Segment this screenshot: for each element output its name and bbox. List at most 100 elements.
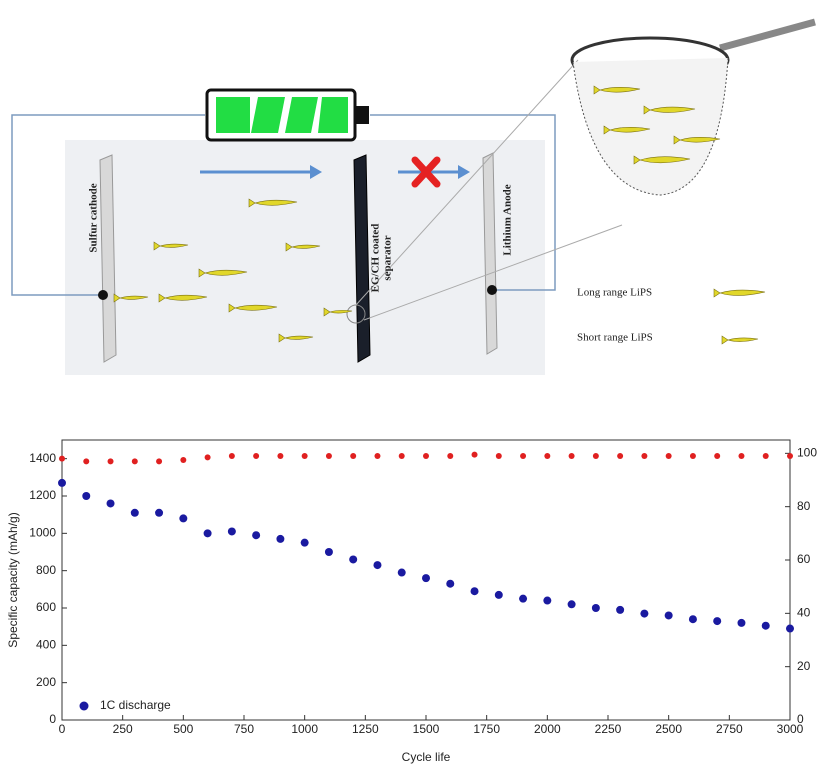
anode-label: Lithium Anode: [502, 184, 514, 255]
y-tick-label: 1200: [29, 488, 56, 502]
fish: [673, 135, 721, 145]
point: [253, 453, 260, 459]
point: [737, 618, 746, 627]
cell-panel: [65, 140, 545, 375]
legend-short: Short range LiPS: [577, 332, 653, 344]
zoom-line: [363, 224, 623, 321]
y2-tick-label: 40: [797, 606, 811, 620]
net-mesh: [572, 57, 729, 196]
point: [665, 453, 672, 459]
battery-cell: [318, 97, 348, 133]
battery-cell: [251, 97, 285, 133]
cathode-label: Sulfur cathode: [88, 183, 100, 252]
point: [713, 617, 722, 626]
wire: [11, 114, 205, 296]
x-tick-label: 2000: [534, 722, 561, 736]
point: [495, 453, 502, 459]
fish: [198, 268, 248, 278]
point: [131, 458, 138, 465]
point: [738, 453, 745, 459]
point: [155, 508, 164, 517]
point: [107, 458, 114, 465]
y-tick-label: 1000: [29, 526, 56, 540]
x-tick-label: 1750: [473, 722, 500, 736]
x-tick-label: 2750: [716, 722, 743, 736]
net-handle: [719, 18, 816, 52]
fish: [643, 105, 696, 115]
blocked-mark: [411, 156, 441, 188]
anode-plate: [482, 152, 498, 355]
zoom-line: [355, 59, 579, 306]
arrow-head: [458, 165, 470, 179]
y2-tick-label: 0: [797, 712, 804, 726]
legend-marker: [79, 701, 89, 711]
point: [761, 621, 770, 630]
point: [373, 561, 382, 570]
fish: [278, 333, 314, 343]
x-tick-label: 2500: [655, 722, 682, 736]
point: [397, 568, 406, 577]
point: [58, 478, 66, 487]
y-axis-label: Specific capacity (mAh/g): [6, 512, 20, 647]
x-tick-label: 1000: [291, 722, 318, 736]
point: [83, 458, 90, 465]
battery-cell: [285, 97, 318, 133]
point: [664, 611, 673, 620]
terminal-dot: [98, 290, 108, 300]
point: [398, 453, 405, 459]
point: [252, 531, 261, 540]
legend-label: 1C discharge: [100, 698, 171, 712]
x-tick-label: 250: [113, 722, 133, 736]
fish: [153, 241, 189, 251]
point: [641, 453, 648, 459]
point: [714, 453, 721, 459]
point: [592, 453, 599, 459]
y-tick-label: 600: [36, 600, 56, 614]
point: [349, 555, 358, 564]
x-tick-label: 0: [59, 722, 66, 736]
fish: [228, 303, 278, 313]
point: [374, 453, 381, 459]
fish: [158, 293, 208, 303]
x-tick-label: 750: [234, 722, 254, 736]
point: [130, 508, 139, 517]
point: [59, 455, 65, 462]
x-tick-label: 1500: [413, 722, 440, 736]
point: [520, 453, 527, 459]
point: [203, 529, 212, 538]
point: [82, 492, 91, 500]
point: [325, 453, 332, 459]
point: [544, 453, 551, 459]
point: [591, 604, 600, 612]
battery-cell: [216, 97, 250, 133]
fish: [113, 293, 149, 303]
battery-terminal: [355, 106, 369, 124]
point: [471, 451, 478, 458]
diagram: Sulfur cathode EG/CH coated separator Li…: [11, 18, 816, 375]
fish: [713, 288, 766, 298]
point: [688, 615, 697, 624]
point: [543, 596, 552, 605]
point: [228, 453, 235, 459]
separator-label: separator: [382, 235, 394, 280]
fish: [323, 307, 353, 317]
point: [494, 590, 503, 599]
x-tick-label: 2250: [595, 722, 622, 736]
y2-tick-label: 20: [797, 659, 811, 673]
y-tick-label: 1400: [29, 451, 56, 465]
y2-tick-label: 100: [797, 446, 817, 460]
fish: [721, 335, 759, 345]
fish: [603, 125, 651, 135]
y2-tick-label: 80: [797, 499, 811, 513]
point: [786, 624, 794, 633]
wire: [370, 114, 556, 291]
point: [422, 574, 430, 583]
point: [180, 457, 187, 463]
point: [156, 458, 163, 465]
separator-label: EG/CH coated: [370, 224, 382, 293]
point: [640, 609, 649, 618]
point: [470, 587, 479, 596]
point: [762, 453, 769, 459]
